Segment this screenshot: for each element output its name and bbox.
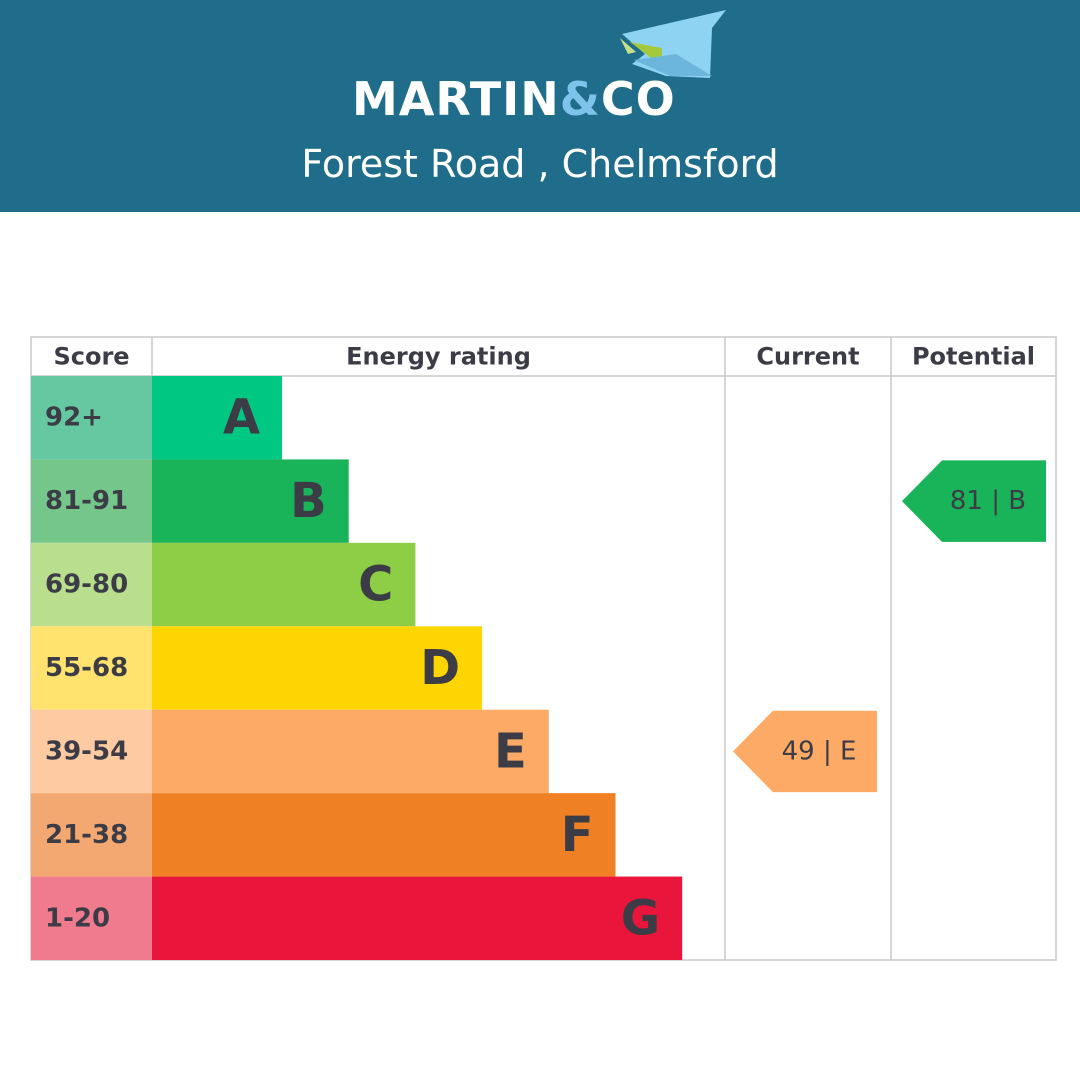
score-label: 1-20 xyxy=(45,903,110,933)
page-subtitle: Forest Road , Chelmsford xyxy=(301,142,779,186)
rating-bar xyxy=(152,376,282,460)
score-label: 55-68 xyxy=(45,653,128,683)
rating-bar xyxy=(152,459,349,543)
score-label: 21-38 xyxy=(45,820,128,850)
score-cell xyxy=(31,542,152,627)
column-header: Current xyxy=(756,343,859,371)
rating-letter: F xyxy=(561,807,594,863)
score-label: 81-91 xyxy=(45,486,128,516)
rating-letter: D xyxy=(420,640,460,696)
score-cell xyxy=(31,626,152,710)
score-cell xyxy=(31,709,152,794)
score-cell xyxy=(31,459,152,543)
rating-bar xyxy=(152,542,416,627)
potential-rating-arrow xyxy=(902,460,1046,542)
score-label: 69-80 xyxy=(45,570,128,600)
rating-letter: C xyxy=(358,557,393,613)
rating-letter: B xyxy=(290,473,327,529)
column-header: Score xyxy=(53,343,129,371)
house-roof-icon xyxy=(620,10,726,78)
score-cell xyxy=(31,793,152,877)
column-header: Energy rating xyxy=(346,343,531,371)
current-rating-label: 49 | E xyxy=(782,736,857,766)
score-label: 92+ xyxy=(45,403,103,433)
header-banner: MARTIN&CO Forest Road , Chelmsford xyxy=(0,0,1080,212)
potential-rating-label: 81 | B xyxy=(950,486,1026,516)
brand-logo: MARTIN&CO xyxy=(352,72,676,126)
rating-bar xyxy=(152,793,616,877)
score-cell xyxy=(31,876,152,960)
rating-bar xyxy=(152,876,683,960)
rating-bar xyxy=(152,626,483,710)
current-rating-arrow xyxy=(733,710,877,793)
rating-letter: A xyxy=(223,390,260,446)
score-label: 39-54 xyxy=(45,736,128,766)
score-cell xyxy=(31,376,152,460)
column-header: Potential xyxy=(912,343,1035,371)
rating-letter: E xyxy=(494,723,527,779)
rating-letter: G xyxy=(621,890,660,946)
rating-bar xyxy=(152,709,549,794)
